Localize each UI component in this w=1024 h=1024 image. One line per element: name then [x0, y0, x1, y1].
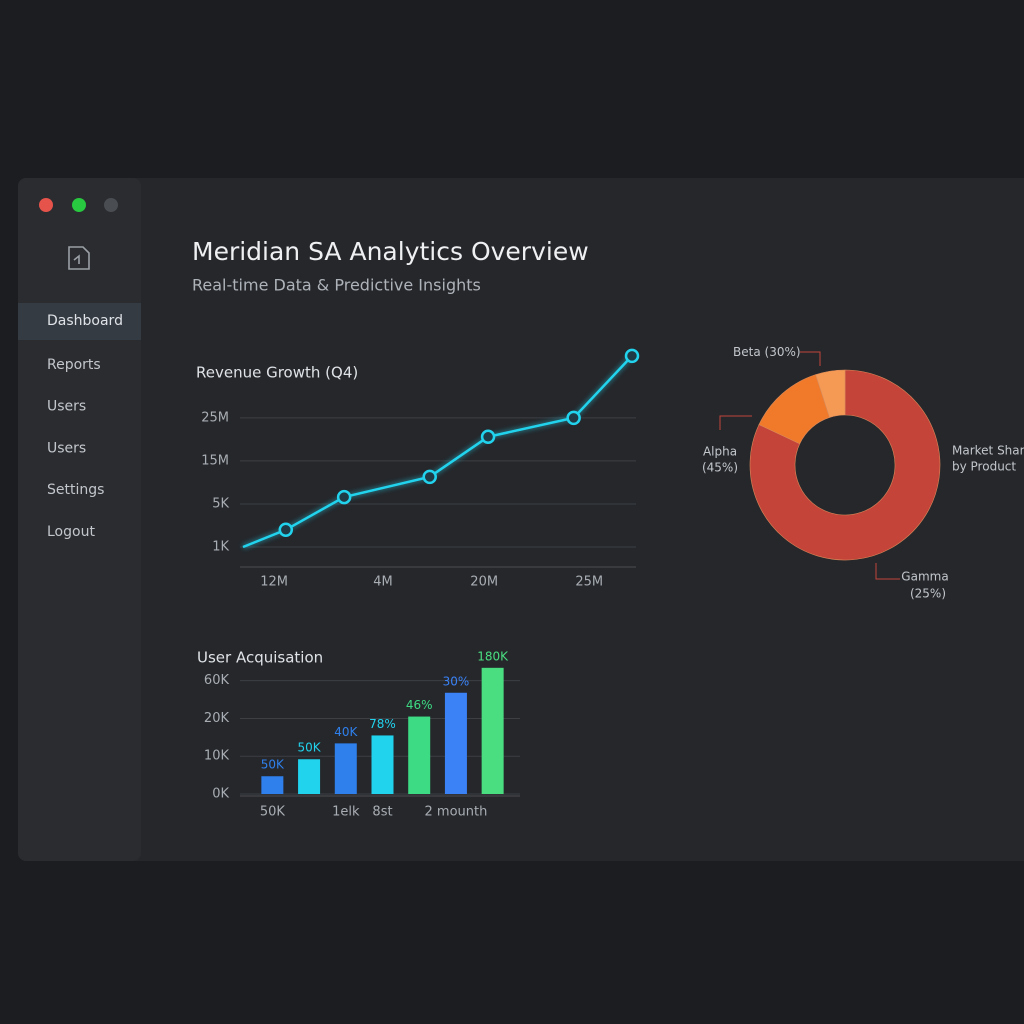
y-tick-label: 5K — [212, 496, 229, 511]
chart-title: Revenue Growth (Q4) — [196, 364, 358, 382]
sidebar-nav: Dashboard Reports Users Users Settings Logout — [18, 303, 141, 540]
point — [624, 348, 640, 364]
y-tick-label: 60K — [204, 673, 230, 688]
chart-title: Market Share — [952, 444, 1024, 458]
bar — [298, 759, 321, 794]
bar — [481, 667, 504, 794]
pie-slice — [815, 369, 846, 418]
bar-label: 180K — [477, 649, 509, 663]
bar — [334, 743, 357, 794]
x-tick-label: 20M — [470, 575, 498, 590]
nav-item[interactable]: Users — [47, 440, 86, 456]
y-tick-label: 0K — [212, 787, 229, 802]
y-tick-label: 15M — [201, 453, 229, 468]
bar — [261, 776, 284, 794]
window — [18, 178, 1024, 861]
point — [278, 522, 294, 538]
leader-line — [800, 351, 821, 366]
point — [336, 489, 352, 505]
window-minimize[interactable] — [104, 198, 118, 212]
app-icon — [68, 246, 90, 270]
y-tick-label: 25M — [201, 410, 229, 425]
x-tick-label: 1elk — [332, 805, 360, 820]
pie-share: (25%) — [910, 587, 946, 601]
chart-title: by Product — [952, 460, 1016, 474]
leader-line — [719, 415, 752, 430]
nav-item[interactable]: Dashboard — [47, 313, 123, 329]
bar — [444, 692, 467, 794]
x-tick-label: 8st — [372, 805, 392, 820]
x-tick-label: 2 mounth — [425, 805, 488, 820]
bar — [371, 735, 394, 794]
bar-label: 50K — [298, 741, 322, 755]
bar-label: 30% — [443, 674, 470, 688]
y-tick-label: 10K — [204, 749, 230, 764]
nav-item[interactable]: Users — [47, 399, 86, 415]
x-tick-label: 12M — [260, 575, 288, 590]
pie-share: (30%) — [765, 345, 801, 359]
window-close[interactable] — [39, 198, 53, 212]
x-tick-label: 50K — [260, 805, 286, 820]
pie-label: Gamma — [901, 570, 948, 584]
page-title: Meridian SA Analytics Overview — [192, 237, 589, 266]
pie-slice — [749, 369, 941, 561]
bar-label: 46% — [406, 698, 433, 712]
leader-line — [875, 563, 900, 580]
nav-item[interactable]: Logout — [47, 524, 95, 540]
pie-label: Alpha — [703, 445, 737, 459]
y-tick-label: 1K — [212, 540, 229, 555]
bar — [408, 716, 431, 794]
bar-label: 78% — [369, 717, 396, 731]
nav-active-bg — [18, 303, 141, 340]
bar-label: 40K — [334, 725, 358, 739]
bar-label: 50K — [261, 758, 285, 772]
x-tick-label: 4M — [373, 575, 393, 590]
point — [422, 469, 437, 485]
point — [566, 410, 581, 426]
nav-item[interactable]: Reports — [47, 357, 101, 373]
nav-item[interactable]: Settings — [47, 482, 104, 498]
pie-label: Beta (30%) — [733, 345, 801, 359]
point — [480, 429, 496, 445]
window-maximize[interactable] — [72, 198, 86, 212]
pie-share: (45%) — [702, 461, 738, 475]
sidebar — [18, 178, 141, 861]
chart-title: User Acquisation — [197, 649, 323, 667]
page-subtitle: Real-time Data & Predictive Insights — [192, 276, 481, 295]
pie-label-name: Beta — [733, 345, 761, 359]
x-tick-label: 25M — [575, 575, 603, 590]
y-tick-label: 20K — [204, 711, 230, 726]
